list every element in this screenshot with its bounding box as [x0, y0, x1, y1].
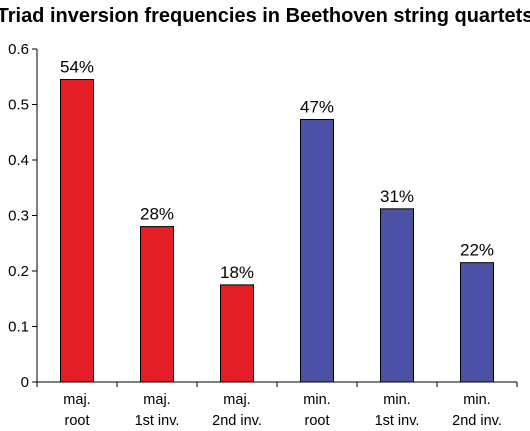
x-axis — [36, 381, 518, 387]
category-label-line1: min. — [463, 392, 490, 408]
category-label-line1: maj. — [143, 392, 170, 408]
y-tick-label: 0.2 — [8, 263, 29, 280]
y-tick-label: 0 — [21, 374, 29, 391]
chart-title: Triad inversion frequencies in Beethoven… — [0, 5, 530, 27]
data-label: 47% — [300, 97, 334, 116]
category-label-line1: maj. — [223, 392, 250, 408]
category-label-line1: maj. — [63, 392, 90, 408]
y-tick-label: 0.5 — [8, 97, 29, 114]
y-tick-label: 0.6 — [8, 41, 29, 58]
bar — [220, 284, 254, 383]
data-label: 22% — [460, 241, 494, 260]
category-label-line2: 2nd inv. — [212, 413, 262, 429]
bars — [60, 79, 494, 383]
bar — [60, 79, 94, 383]
bar — [380, 208, 414, 383]
category-label-line2: 1st inv. — [135, 413, 180, 429]
bar — [140, 226, 174, 383]
category-label-line1: min. — [303, 392, 330, 408]
category-labels: maj. root maj. 1st inv. maj. 2nd inv. min. root… — [63, 392, 502, 429]
bar — [300, 118, 334, 383]
bar — [460, 262, 494, 383]
category-label-line2: root — [65, 413, 90, 429]
category-label-line2: root — [305, 413, 330, 429]
data-labels: 54% 28% 18% 47% 31% 22% — [60, 58, 494, 282]
y-tick-label: 0.1 — [8, 319, 29, 336]
category-label-line1: min. — [383, 392, 410, 408]
data-label: 28% — [140, 205, 174, 224]
data-label: 54% — [60, 58, 94, 77]
y-axis: 0 0.1 0.2 0.3 0.4 0.5 0.6 — [8, 41, 38, 391]
y-tick-label: 0.3 — [8, 208, 29, 225]
data-label: 31% — [380, 187, 414, 206]
data-label: 18% — [220, 263, 254, 282]
y-tick-label: 0.4 — [8, 152, 29, 169]
category-label-line2: 1st inv. — [375, 413, 420, 429]
category-label-line2: 2nd inv. — [452, 413, 502, 429]
